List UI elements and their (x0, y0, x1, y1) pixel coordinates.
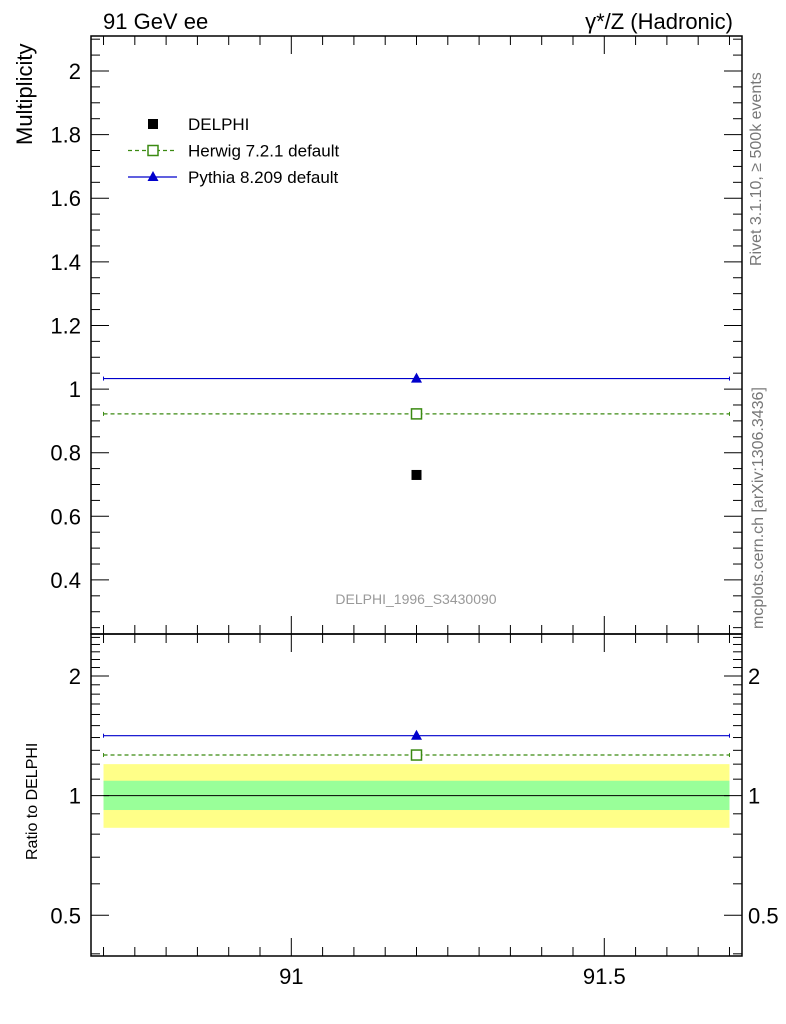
data-point (410, 408, 423, 420)
y-tick-label: 1.6 (50, 186, 81, 211)
ratio-y-tick-label: 2 (69, 664, 81, 689)
y-tick-label: 1 (69, 377, 81, 402)
ratio-y-tick-label-right: 1 (748, 784, 760, 809)
ratio-panel-frame: 91 91.5 0.5 0.5 1 1 2 2 (50, 633, 779, 989)
ratio-y-tick-label-right: 2 (748, 664, 760, 689)
series-layer (103, 372, 730, 761)
legend-label: DELPHI (188, 115, 249, 134)
y-tick-label: 0.4 (50, 568, 81, 593)
ratio-data-point (411, 729, 422, 740)
ratio-y-tick-label: 1 (69, 784, 81, 809)
main-y-axis-label: Multiplicity (12, 44, 37, 145)
data-point (411, 372, 422, 383)
data-point (411, 469, 422, 480)
main-panel-frame: 0.4 0.6 0.8 1 1.2 1.4 1.6 1.8 2 (50, 35, 743, 635)
legend-label: Herwig 7.2.1 default (188, 142, 339, 161)
analysis-id-label: DELPHI_1996_S3430090 (335, 591, 496, 607)
x-tick-label: 91.5 (583, 964, 626, 989)
legend-marker (147, 144, 159, 157)
y-tick-label: 1.8 (50, 123, 81, 148)
header-left: 91 GeV ee (103, 9, 208, 34)
ratio-y-axis-label: Ratio to DELPHI (24, 743, 41, 860)
legend-marker (148, 119, 158, 129)
y-tick-label: 1.2 (50, 313, 81, 338)
y-tick-label: 1.4 (50, 250, 81, 275)
header-right: γ*/Z (Hadronic) (585, 9, 733, 34)
y-tick-label: 0.6 (50, 504, 81, 529)
ratio-data-point (410, 749, 423, 761)
ratio-uncertainty-bands (103, 764, 730, 828)
y-tick-label: 0.8 (50, 441, 81, 466)
legend: DELPHI Herwig 7.2.1 default Pythia 8.209 d… (128, 115, 339, 187)
rivet-label: Rivet 3.1.10, ≥ 500k events (748, 72, 765, 266)
legend-marker (147, 171, 159, 181)
ratio-y-tick-label-right: 0.5 (748, 903, 779, 928)
x-tick-label: 91 (279, 964, 303, 989)
ratio-y-tick-label: 0.5 (50, 903, 81, 928)
mcplots-label: mcplots.cern.ch [arXiv:1306.3436] (750, 387, 767, 629)
y-tick-label: 2 (69, 59, 81, 84)
legend-label: Pythia 8.209 default (188, 168, 339, 187)
